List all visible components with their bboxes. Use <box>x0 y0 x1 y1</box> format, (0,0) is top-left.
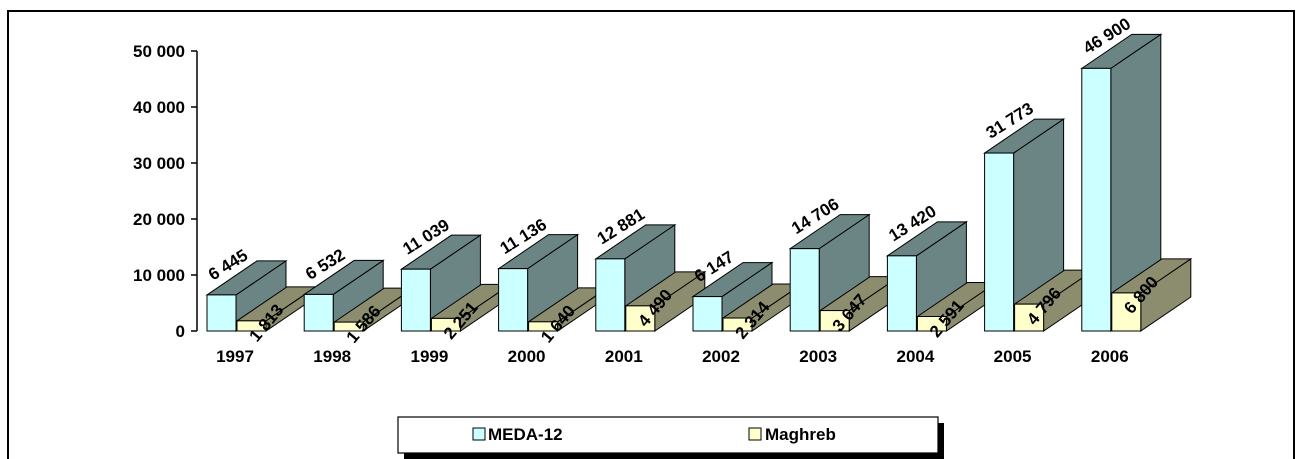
bar-maghreb-1998 <box>332 287 415 332</box>
x-tick-label: 2003 <box>799 347 837 366</box>
bars <box>205 33 1193 332</box>
bar-maghreb-2006 <box>1110 257 1193 332</box>
x-axis: 1997 1998 1999 2000 2001 2002 2003 2004 2005 2006 <box>216 347 1129 366</box>
bar-meda12-1999 <box>399 234 483 332</box>
y-tick-label: 0 <box>176 322 185 341</box>
bar-meda12-2000 <box>496 233 580 332</box>
bar-maghreb-2004 <box>915 281 999 332</box>
x-tick-label: 1998 <box>313 347 351 366</box>
legend-swatch-meda12 <box>472 427 486 441</box>
bar-meda12-2005 <box>982 118 1066 332</box>
y-tick-label: 10 000 <box>133 266 185 285</box>
y-tick-label: 20 000 <box>133 210 185 229</box>
chart-frame <box>7 10 1295 459</box>
bar-meda12-2003 <box>788 213 871 332</box>
bar-meda12-2004 <box>885 220 969 332</box>
legend-swatch-maghreb <box>748 427 762 441</box>
bar-maghreb-1999 <box>429 283 513 332</box>
x-tick-label: 2000 <box>508 347 546 366</box>
legend: MEDA-12 Maghreb <box>397 416 944 459</box>
x-tick-label: 1997 <box>216 347 254 366</box>
y-tick-label: 30 000 <box>133 154 185 173</box>
bar-maghreb-2003 <box>818 275 901 332</box>
legend-label-meda12: MEDA-12 <box>488 425 563 444</box>
y-tick-label: 50 000 <box>133 42 185 61</box>
bar-maghreb-2001 <box>624 270 707 332</box>
x-tick-label: 2002 <box>702 347 740 366</box>
bar-meda12-2006 <box>1080 33 1163 332</box>
x-tick-label: 2005 <box>994 347 1032 366</box>
x-tick-label: 2001 <box>605 347 643 366</box>
bar-maghreb-2005 <box>1012 269 1096 332</box>
y-axis: 0 10 000 20 000 30 000 40 000 50 000 <box>133 42 198 341</box>
bar-maghreb-2002 <box>721 283 804 332</box>
bar-meda12-1998 <box>302 259 385 332</box>
x-tick-label: 1999 <box>410 347 448 366</box>
legend-box <box>397 416 939 454</box>
bar-maghreb-1997 <box>235 285 318 332</box>
x-tick-label: 2004 <box>896 347 934 366</box>
legend-label-maghreb: Maghreb <box>765 425 836 444</box>
x-tick-label: 2006 <box>1091 347 1129 366</box>
y-tick-label: 40 000 <box>133 98 185 117</box>
